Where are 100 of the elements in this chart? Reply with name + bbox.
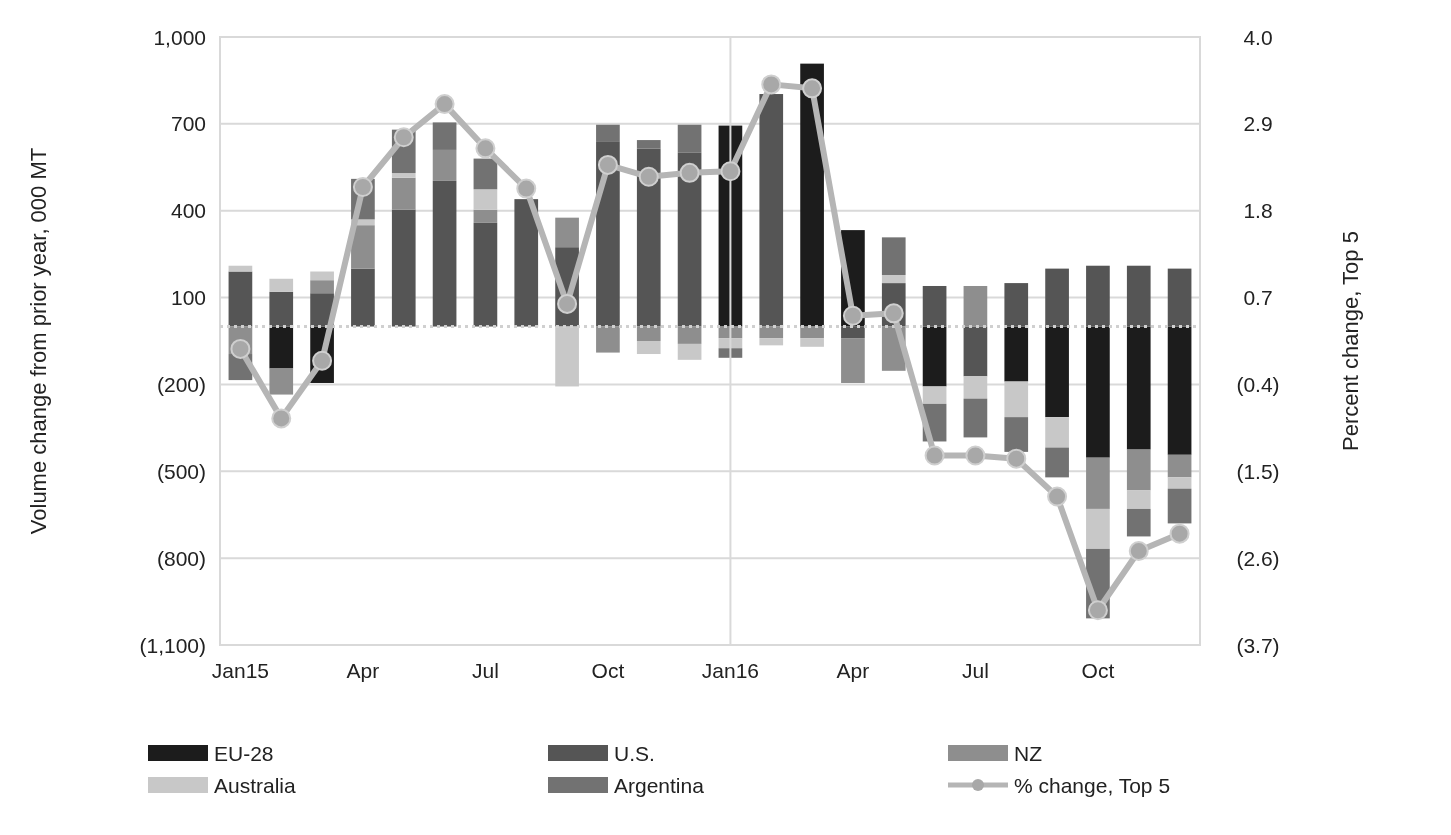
bar: [1045, 326, 1069, 418]
legend-label: NZ: [1014, 741, 1043, 765]
bar: [473, 222, 498, 327]
bar: [881, 274, 906, 284]
x-tick-label: Apr: [346, 658, 380, 682]
bar: [677, 124, 702, 153]
bar: [800, 326, 824, 339]
y2-tick-label: 2.9: [1243, 112, 1273, 136]
point: [924, 445, 945, 466]
bar: [1086, 326, 1110, 458]
bar: [677, 152, 702, 327]
bar: [228, 271, 253, 327]
point: [842, 305, 863, 326]
bar: [1045, 417, 1069, 448]
bar: [963, 398, 988, 438]
bar: [636, 140, 661, 149]
bar: [1126, 508, 1151, 537]
y2-tick-label: (0.4): [1236, 372, 1280, 396]
point: [1006, 448, 1027, 469]
bar: [800, 338, 824, 347]
bar: [269, 291, 294, 327]
bar: [1045, 447, 1069, 478]
bar: [1126, 490, 1151, 509]
bar: [1004, 417, 1029, 452]
bar: [1167, 454, 1192, 478]
bar: [1126, 449, 1151, 491]
bar: [1086, 265, 1110, 327]
bar: [963, 285, 988, 327]
bar: [596, 326, 620, 353]
point: [516, 178, 537, 199]
bar: [1126, 326, 1151, 450]
bar: [269, 368, 294, 395]
legend-label: Argentina: [614, 773, 705, 797]
legend-label: % change, Top 5: [1014, 773, 1171, 797]
bar: [473, 158, 498, 190]
bar: [391, 173, 416, 178]
bar: [351, 225, 375, 269]
point: [802, 78, 823, 99]
bar: [881, 237, 906, 275]
bar: [391, 177, 416, 210]
y-tick-label: 1,000: [153, 25, 206, 49]
bar: [1086, 457, 1110, 509]
bar: [473, 209, 498, 223]
bar: [1167, 268, 1192, 327]
bar: [1045, 268, 1069, 327]
bar: [596, 124, 620, 142]
bar: [310, 271, 334, 281]
y-tick-label: 100: [170, 286, 206, 310]
bar: [636, 326, 661, 341]
legend-label: Australia: [214, 773, 297, 797]
point: [352, 177, 373, 198]
bar: [841, 326, 865, 339]
bar: [514, 199, 539, 327]
point: [393, 127, 414, 148]
x-tick-label: Oct: [591, 658, 625, 682]
y2-tick-label: 0.7: [1243, 286, 1273, 310]
bar: [963, 326, 988, 377]
bar: [432, 122, 457, 150]
bar: [718, 348, 743, 358]
bar: [922, 285, 947, 327]
y2-tick-label: (1.5): [1236, 459, 1280, 483]
point: [597, 154, 618, 175]
point: [761, 74, 782, 95]
y2-tick-label: (2.6): [1236, 546, 1280, 570]
bar: [1167, 488, 1192, 524]
bar: [351, 268, 375, 327]
bar: [759, 94, 784, 327]
y-tick-label: (500): [156, 459, 206, 483]
y-tick-label: 700: [170, 112, 206, 136]
bar: [1167, 477, 1192, 489]
y2-tick-label: 4.0: [1243, 25, 1273, 49]
bar: [841, 338, 865, 383]
bar: [555, 217, 579, 248]
bar: [677, 326, 702, 344]
bar: [1004, 326, 1029, 382]
bar: [636, 148, 661, 327]
bar: [1004, 283, 1029, 327]
bar: [473, 189, 498, 210]
bar: [1126, 265, 1151, 327]
bar: [922, 326, 947, 387]
bar: [1086, 508, 1110, 549]
x-tick-label: Jan15: [211, 658, 270, 682]
point: [475, 138, 496, 159]
bar: [922, 386, 947, 404]
bar: [269, 278, 294, 292]
y-axis-title: Volume change from prior year, 000 MT: [25, 147, 51, 535]
x-tick-label: Apr: [836, 658, 870, 682]
bar: [391, 209, 416, 327]
bar: [759, 326, 784, 339]
y2-axis-title: Percent change, Top 5: [1337, 231, 1363, 451]
point: [638, 166, 659, 187]
point: [1128, 541, 1149, 562]
y-tick-label: (1,100): [139, 633, 206, 657]
y-tick-label: (800): [156, 546, 206, 570]
bar: [677, 343, 702, 360]
point: [720, 161, 741, 182]
bar: [228, 265, 253, 272]
point: [965, 445, 986, 466]
x-tick-label: Jul: [471, 658, 499, 682]
point: [1087, 600, 1108, 621]
